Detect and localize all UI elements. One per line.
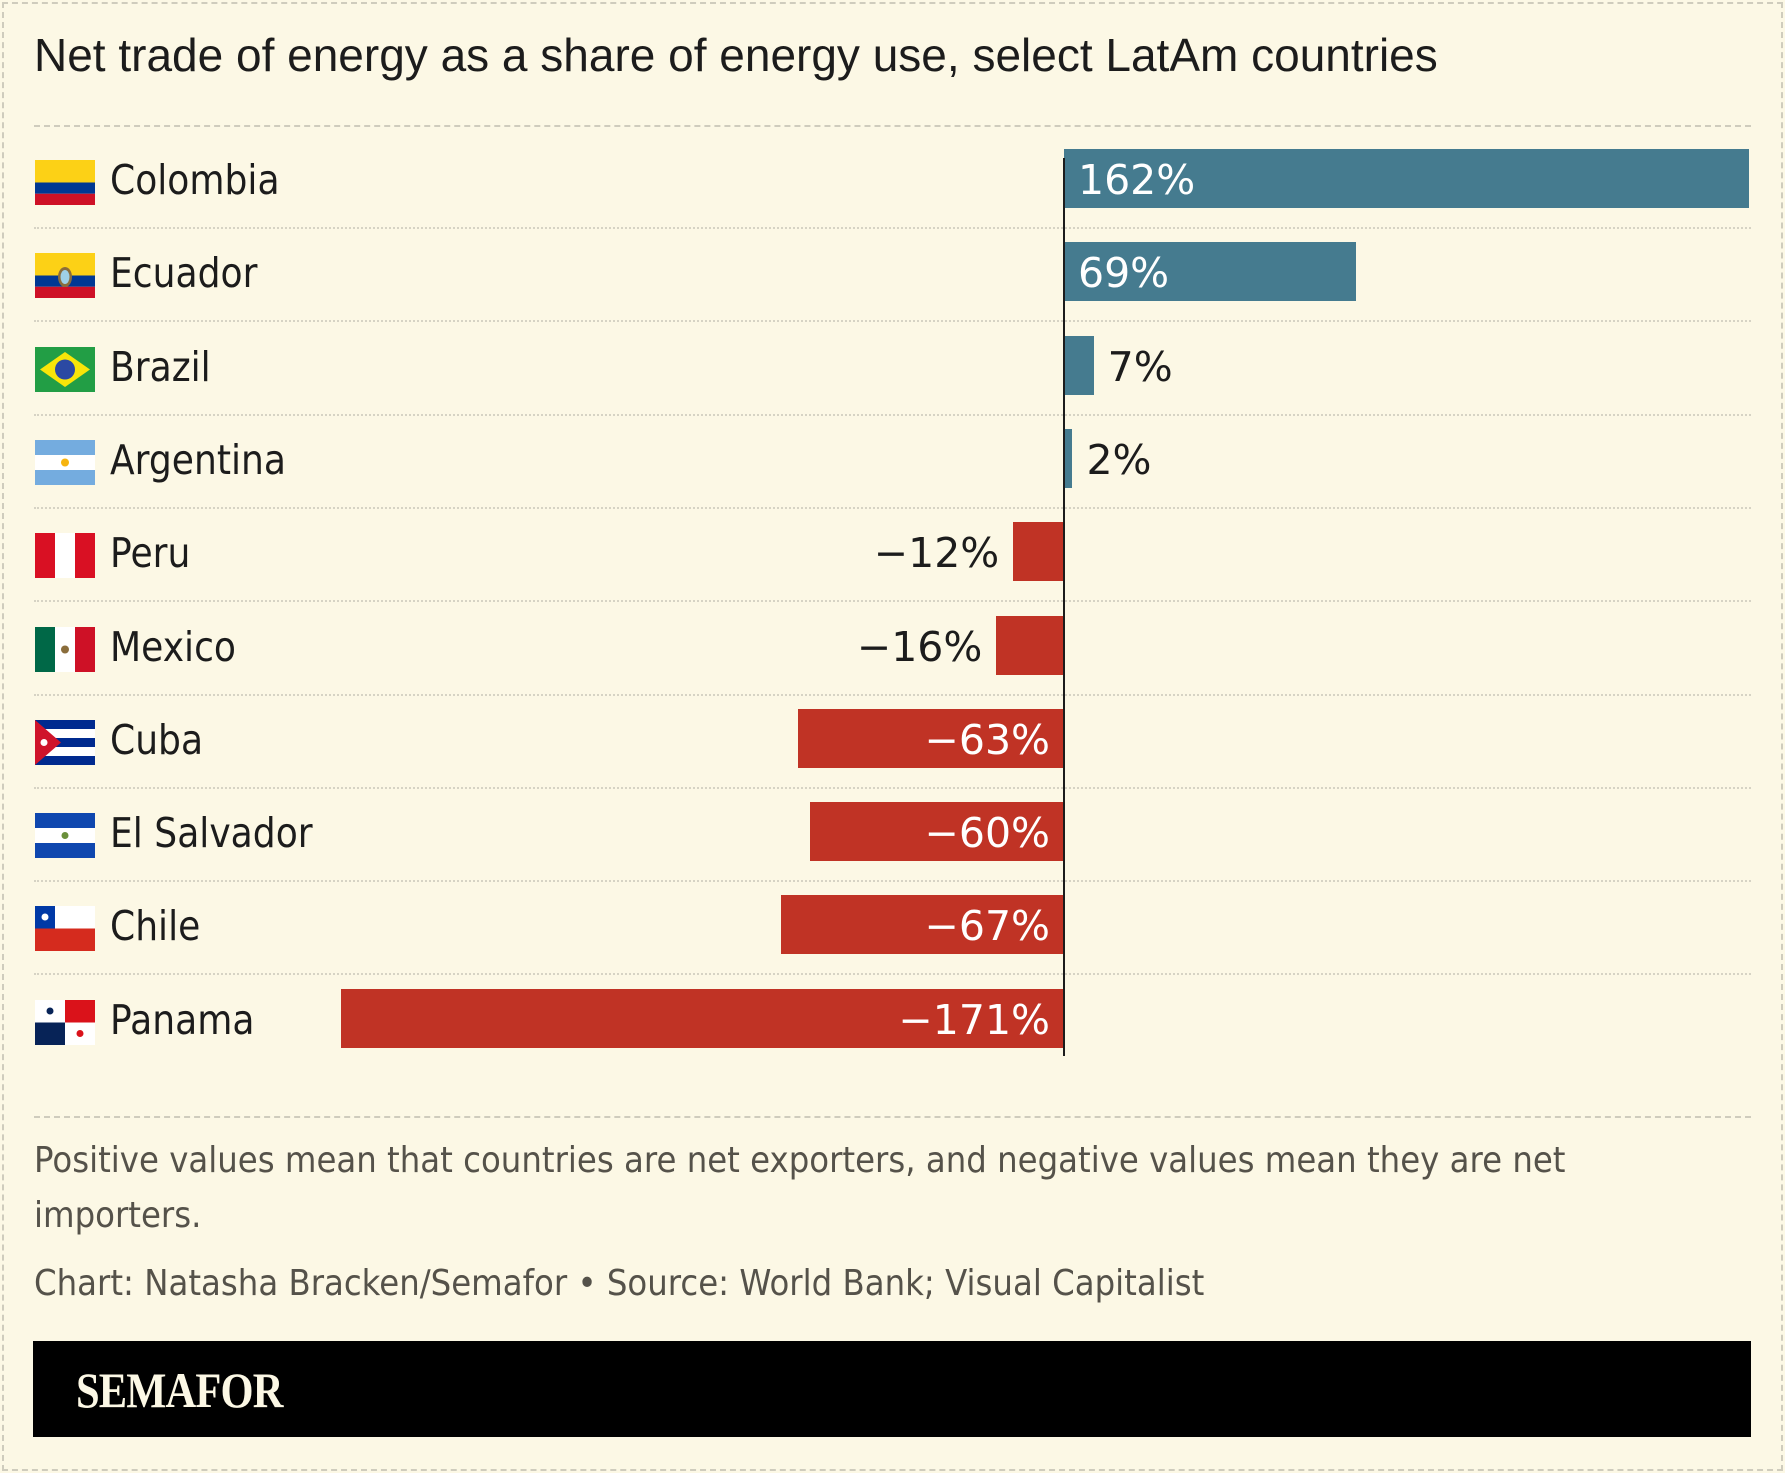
value-label: −60% — [924, 809, 1050, 858]
row-divider — [34, 880, 1751, 883]
bar-row-colombia: Colombia 162% — [34, 136, 1751, 229]
ecuador-flag-icon — [35, 253, 95, 299]
bar — [1064, 428, 1073, 488]
country-label: Brazil — [110, 342, 211, 391]
brand-banner: SEMAFOR — [33, 1341, 1751, 1437]
cuba-flag-icon — [35, 719, 95, 765]
zero-axis — [1063, 158, 1065, 1056]
bar — [1064, 242, 1356, 302]
el-salvador-flag-icon — [35, 813, 95, 859]
value-label: 162% — [1078, 156, 1196, 204]
chile-flag-icon — [35, 906, 95, 952]
peru-flag-icon — [35, 533, 95, 579]
value-label: −171% — [898, 995, 1050, 1044]
bar-row-brazil: Brazil 7% — [34, 323, 1751, 416]
bar — [1013, 522, 1064, 582]
value-label: −12% — [873, 529, 1000, 578]
row-divider — [34, 786, 1751, 789]
country-label: Chile — [110, 902, 201, 951]
country-label: Panama — [110, 995, 255, 1044]
country-label: Ecuador — [110, 249, 258, 298]
credit-line: Chart: Natasha Bracken/Semafor • Source:… — [34, 1263, 1205, 1304]
country-label: El Salvador — [110, 809, 313, 858]
country-label: Cuba — [110, 715, 204, 764]
bar-row-panama: Panama −171% — [34, 976, 1751, 1069]
brazil-flag-icon — [35, 346, 95, 392]
colombia-flag-icon — [35, 160, 95, 205]
bar — [340, 988, 1064, 1048]
bar-row-mexico: Mexico −16% — [34, 603, 1751, 696]
row-divider — [34, 506, 1751, 509]
country-label: Mexico — [110, 622, 236, 671]
row-divider — [34, 227, 1751, 229]
bar-row-peru: Peru −12% — [34, 509, 1751, 603]
bar-row-cuba: Cuba −63% — [34, 696, 1751, 789]
bar — [996, 615, 1064, 675]
bar — [780, 895, 1064, 955]
value-label: −67% — [924, 902, 1050, 951]
row-divider — [34, 973, 1751, 976]
bar-row-el-salvador: El Salvador −60% — [34, 789, 1751, 883]
semafor-logo: SEMAFOR — [76, 1362, 283, 1418]
row-divider — [34, 600, 1751, 603]
bottom-divider — [34, 1116, 1751, 1118]
top-divider — [34, 125, 1751, 127]
bar-row-argentina: Argentina 2% — [34, 416, 1751, 509]
country-label: Peru — [110, 529, 191, 578]
value-label: −63% — [924, 715, 1050, 764]
bar-row-ecuador: Ecuador 69% — [34, 229, 1751, 323]
value-label: 69% — [1078, 249, 1170, 298]
bar-row-chile: Chile −67% — [34, 882, 1751, 976]
argentina-flag-icon — [35, 439, 95, 485]
footnote-continued: importers. — [34, 1195, 202, 1236]
footnote: Positive values mean that countries are … — [34, 1140, 1566, 1181]
country-label: Colombia — [110, 156, 280, 204]
bar — [797, 708, 1064, 768]
value-label: −16% — [856, 622, 983, 671]
bar — [1064, 335, 1094, 395]
row-divider — [34, 320, 1751, 323]
mexico-flag-icon — [35, 626, 95, 672]
bar — [1064, 149, 1750, 208]
value-label: 7% — [1107, 342, 1173, 391]
bar — [810, 802, 1064, 862]
country-label: Argentina — [110, 435, 286, 484]
chart-title: Net trade of energy as a share of energy… — [34, 29, 1438, 81]
panama-flag-icon — [35, 999, 95, 1045]
row-divider — [34, 413, 1751, 416]
value-label: 2% — [1086, 435, 1152, 484]
row-divider — [34, 693, 1751, 696]
